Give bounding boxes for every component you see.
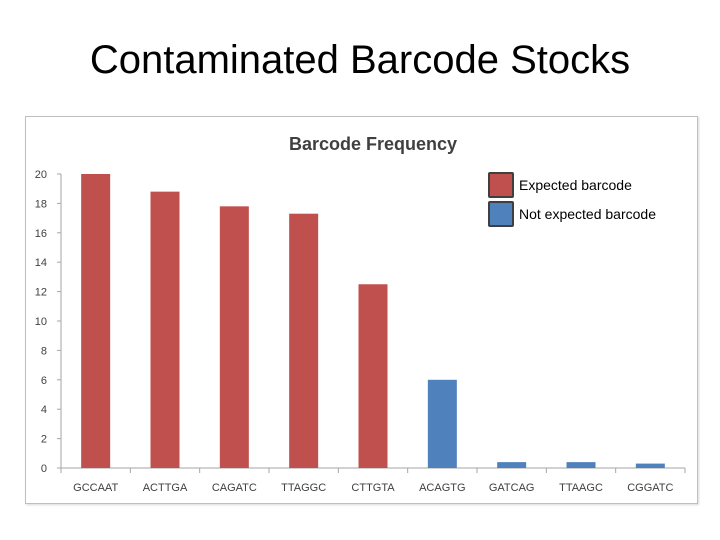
y-tick-label: 4 xyxy=(41,404,47,416)
y-tick-label: 8 xyxy=(41,345,47,357)
legend-swatch-not-expected xyxy=(488,201,514,227)
legend-label-not-expected: Not expected barcode xyxy=(519,206,656,222)
y-tick-label: 10 xyxy=(35,316,47,328)
bar-gatcag xyxy=(497,462,527,468)
bar-ttaggc xyxy=(289,213,319,468)
x-tick-label: GCCAAT xyxy=(73,482,118,494)
x-tick-label: CTTGTA xyxy=(351,482,395,494)
chart-frame: Barcode Frequency 0 2 4 6 8 10 12 14 16 18 20 GCCAAT… xyxy=(25,116,698,504)
y-tick-label: 16 xyxy=(35,228,47,240)
x-tick-label: TTAAGC xyxy=(559,482,603,494)
slide-title: Contaminated Barcode Stocks xyxy=(89,38,631,82)
x-tick-label: CAGATC xyxy=(212,482,257,494)
x-tick-label: ACTTGA xyxy=(143,482,188,494)
x-tick-label: GATCAG xyxy=(489,482,535,494)
y-tick-label: 20 xyxy=(35,169,47,181)
x-tick-label: TTAGGC xyxy=(281,482,326,494)
y-tick-label: 6 xyxy=(41,375,47,387)
chart-title: Barcode Frequency xyxy=(289,134,457,154)
bar-chart: Barcode Frequency 0 2 4 6 8 10 12 14 16 18 20 GCCAAT… xyxy=(35,134,686,494)
y-tick-label: 2 xyxy=(41,434,47,446)
bar-acttga xyxy=(150,191,180,468)
bar-ttaagc xyxy=(566,462,596,468)
bar-cttgta xyxy=(358,284,388,468)
bar-acagtg xyxy=(427,379,457,468)
bar-cggatc xyxy=(635,463,665,468)
y-tick-label: 14 xyxy=(35,257,47,269)
y-tick-label: 0 xyxy=(41,463,47,475)
x-tick-label: CGGATC xyxy=(627,482,673,494)
legend-swatch-expected xyxy=(488,172,514,198)
bar-cagatc xyxy=(219,206,249,468)
y-tick-label: 18 xyxy=(35,198,47,210)
x-tick-label: ACAGTG xyxy=(419,482,465,494)
legend-label-expected: Expected barcode xyxy=(519,177,632,193)
bar-gccaat xyxy=(81,174,111,468)
y-tick-label: 12 xyxy=(35,287,47,299)
